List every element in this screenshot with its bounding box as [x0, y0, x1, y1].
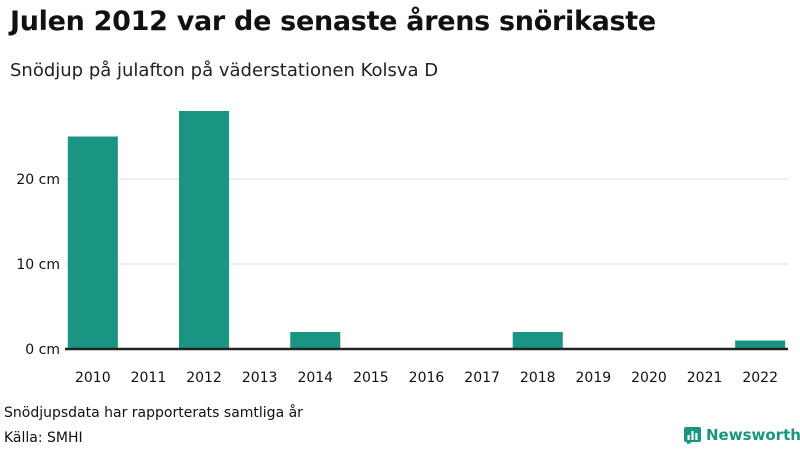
x-tick-label: 2016 — [409, 370, 445, 386]
x-tick-label: 2015 — [353, 370, 389, 386]
brand-name: Newsworthy — [706, 426, 800, 444]
x-tick-label: 2021 — [687, 370, 723, 386]
newsworthy-logo-icon — [684, 426, 701, 444]
y-tick-labels: 0 cm 10 cm 20 cm — [16, 172, 60, 358]
chart-subtitle: Snödjup på julafton på väderstationen Ko… — [10, 60, 439, 81]
bar-2014 — [290, 332, 341, 349]
bar-2022 — [735, 340, 786, 349]
newsworthy-logo: Newsworthy — [684, 426, 800, 444]
bar-2012 — [179, 111, 230, 349]
bars — [67, 111, 786, 349]
bar-2010 — [67, 136, 118, 349]
x-tick-labels: 2010 2011 2012 2013 2014 2015 2016 2017 2018 2019… — [75, 370, 778, 386]
x-tick-label: 2012 — [186, 370, 222, 386]
x-tick-label: 2019 — [576, 370, 612, 386]
bar-2018 — [512, 332, 563, 349]
x-tick-label: 2022 — [742, 370, 778, 386]
x-tick-label: 2010 — [75, 370, 111, 386]
x-tick-label: 2011 — [131, 370, 167, 386]
x-tick-label: 2020 — [631, 370, 667, 386]
gridlines — [65, 178, 788, 265]
x-tick-label: 2017 — [464, 370, 500, 386]
x-tick-label: 2013 — [242, 370, 278, 386]
y-tick-label: 0 cm — [25, 342, 60, 358]
y-tick-label: 20 cm — [16, 172, 60, 188]
footnote: Snödjupsdata har rapporterats samtliga å… — [4, 405, 303, 421]
source-credit: Källa: SMHI — [4, 430, 83, 446]
y-tick-label: 10 cm — [16, 257, 60, 273]
chart-title: Julen 2012 var de senaste årens snörikas… — [10, 6, 656, 37]
x-tick-label: 2018 — [520, 370, 556, 386]
x-tick-label: 2014 — [297, 370, 333, 386]
